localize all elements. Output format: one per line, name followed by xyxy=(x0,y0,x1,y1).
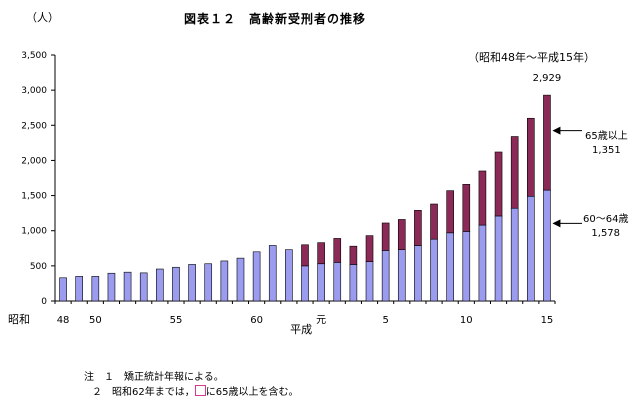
bar-60-64 xyxy=(381,250,390,302)
bar-65-plus xyxy=(510,136,519,209)
footnote-1: 注 １ 矯正統計年報による。 xyxy=(84,372,224,383)
x-tick-label: 5 xyxy=(382,315,388,326)
y-tick-label: 2,000 xyxy=(21,156,47,166)
arrow-60-64-head xyxy=(552,219,561,228)
total-label: 2,929 xyxy=(533,73,562,84)
era-label-showa: 昭和 xyxy=(8,313,30,326)
bar-65-plus xyxy=(349,245,358,265)
annotation-60-64-value: 1,578 xyxy=(591,228,621,239)
bar-65-plus xyxy=(494,151,503,217)
bar-65-plus xyxy=(397,219,406,250)
period-label: （昭和48年～平成15年） xyxy=(468,51,595,64)
chart-title: 図表１２ 高齢新受刑者の推移 xyxy=(184,12,367,26)
bar-60-64 xyxy=(510,207,519,302)
bar-65-plus xyxy=(446,190,454,234)
bar-60-64 xyxy=(188,264,196,302)
bar-60-64 xyxy=(268,245,277,302)
bar-60-64 xyxy=(527,195,535,302)
era-label-heisei: 平成 xyxy=(290,323,312,336)
annotation-65-plus-label: 65歳以上 xyxy=(585,131,628,142)
bar-60-64 xyxy=(317,263,325,302)
bar-60-64 xyxy=(123,271,132,302)
bar-60-64 xyxy=(365,261,374,302)
arrow-65-plus-head xyxy=(552,126,561,135)
bar-65-plus xyxy=(543,94,551,191)
bar-60-64 xyxy=(75,276,83,302)
annotation-65-plus-value: 1,351 xyxy=(592,145,621,156)
y-axis-unit-label: （人） xyxy=(26,11,59,24)
bar-65-plus xyxy=(430,203,438,240)
bar-60-64 xyxy=(446,232,454,302)
bar-65-plus xyxy=(365,235,374,262)
bar-60-64 xyxy=(220,260,229,302)
x-tick-label: 60 xyxy=(250,315,263,326)
bar-60-64 xyxy=(430,238,438,302)
x-tick-label: 元 xyxy=(316,315,326,326)
y-tick-label: 0 xyxy=(41,297,47,307)
bar-60-64 xyxy=(252,251,261,302)
bar-65-plus xyxy=(527,117,535,197)
x-tick-label: 50 xyxy=(89,315,102,326)
bar-65-plus xyxy=(333,238,342,263)
bar-65-plus xyxy=(414,210,422,246)
bar-60-64 xyxy=(91,276,100,302)
bar-60-64 xyxy=(462,231,471,302)
footnote-2-before: ２ 昭和62年までは， xyxy=(92,387,195,398)
footnote-2-after: に65歳以上を含む。 xyxy=(205,387,299,398)
bar-65-plus xyxy=(301,244,309,267)
bar-60-64 xyxy=(285,249,293,302)
y-tick-label: 2,500 xyxy=(21,121,47,131)
annotation-60-64-label: 60～64歳 xyxy=(583,214,629,225)
bar-60-64 xyxy=(172,266,180,302)
x-tick-label: 55 xyxy=(170,315,183,326)
y-tick-label: 3,000 xyxy=(21,86,47,96)
y-tick-label: 3,500 xyxy=(21,51,47,61)
bar-60-64 xyxy=(414,245,422,302)
bar-65-plus xyxy=(381,222,390,251)
y-tick-label: 1,500 xyxy=(21,192,47,202)
bar-60-64 xyxy=(236,257,245,302)
bar-60-64 xyxy=(397,249,406,302)
bar-60-64 xyxy=(478,224,487,302)
annotation-65-plus: 65歳以上 1,351 xyxy=(585,130,628,158)
bar-60-64 xyxy=(204,263,213,302)
footnote-2: ２ 昭和62年までは， に65歳以上を含む。 xyxy=(84,385,298,400)
bar-60-64 xyxy=(59,277,67,302)
footnotes: 注 １ 矯正統計年報による。 ２ 昭和62年までは， に65歳以上を含む。 xyxy=(84,370,298,400)
bar-65-plus xyxy=(478,170,487,226)
x-tick-label: 48 xyxy=(57,315,70,326)
bar-65-plus xyxy=(317,242,325,265)
x-tick-label: 15 xyxy=(541,315,554,326)
bar-60-64 xyxy=(494,215,503,302)
y-tick-label: 1,000 xyxy=(21,227,47,237)
bar-65-plus xyxy=(462,184,471,232)
legend-box-icon xyxy=(194,385,206,396)
bar-60-64 xyxy=(301,265,309,302)
bar-60-64 xyxy=(107,272,116,302)
bar-60-64 xyxy=(349,264,358,302)
x-tick-label: 10 xyxy=(460,315,473,326)
bar-60-64 xyxy=(333,262,342,302)
annotation-60-64: 60～64歳 1,578 xyxy=(583,213,628,241)
bar-60-64 xyxy=(543,189,551,302)
bar-60-64 xyxy=(139,272,148,302)
bar-60-64 xyxy=(156,268,164,302)
y-tick-label: 500 xyxy=(30,262,47,272)
